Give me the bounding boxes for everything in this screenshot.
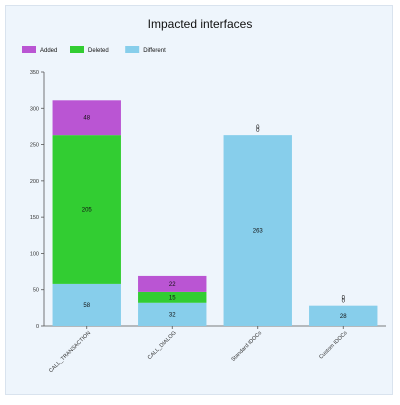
legend-label-different: Different <box>143 48 166 54</box>
bar-segment-added <box>52 100 121 136</box>
legend-swatch-deleted <box>70 46 84 53</box>
bar-segment-different <box>223 135 292 326</box>
data-label-different: 32 <box>169 312 176 318</box>
bar-segment-deleted <box>138 291 207 303</box>
y-tick-label: 150 <box>30 215 39 221</box>
bar-segment-different <box>309 305 378 326</box>
legend: Added Deleted Different <box>22 46 166 54</box>
legend-label-deleted: Deleted <box>88 48 109 54</box>
bar-segment-different <box>52 283 121 326</box>
chart-title: Impacted interfaces <box>148 17 253 31</box>
data-label-deleted: 15 <box>169 295 176 301</box>
legend-swatch-different <box>125 46 140 53</box>
data-label-deleted: 0 <box>256 125 260 131</box>
x-tick-label: Custom IDOCs <box>318 330 349 361</box>
chart-panel: Impacted interfaces Added Deleted Differen… <box>5 5 393 395</box>
legend-label-added: Added <box>40 48 57 54</box>
y-tick-label: 250 <box>30 143 39 149</box>
bar-segment-deleted <box>52 135 121 284</box>
data-label-added: 0 <box>256 128 260 134</box>
y-tick-label: 50 <box>33 288 39 294</box>
data-label-deleted: 0 <box>342 296 346 302</box>
y-tick-label: 200 <box>30 179 39 185</box>
stacked-bar-chart: Impacted interfaces Added Deleted Differen… <box>22 17 386 374</box>
data-label-deleted: 205 <box>82 208 93 214</box>
data-label-added: 22 <box>169 282 176 288</box>
data-label-added: 48 <box>83 116 90 122</box>
bar-segment-different <box>138 302 207 326</box>
bar-segment-added <box>138 275 207 292</box>
y-tick-label: 100 <box>30 251 39 257</box>
x-tick-label: Standard IDOCs <box>230 330 263 363</box>
x-tick-label: CALL_DIALOG <box>147 330 178 361</box>
legend-swatch-added <box>22 46 36 53</box>
x-tick-label: CALL_TRANSACTION <box>48 330 92 374</box>
y-tick-label: 0 <box>36 324 39 330</box>
data-label-different: 28 <box>340 314 347 320</box>
data-label-added: 0 <box>342 299 346 305</box>
data-label-different: 58 <box>83 303 90 309</box>
data-label-different: 263 <box>253 229 264 235</box>
y-tick-label: 350 <box>30 70 39 76</box>
y-tick-label: 300 <box>30 106 39 112</box>
